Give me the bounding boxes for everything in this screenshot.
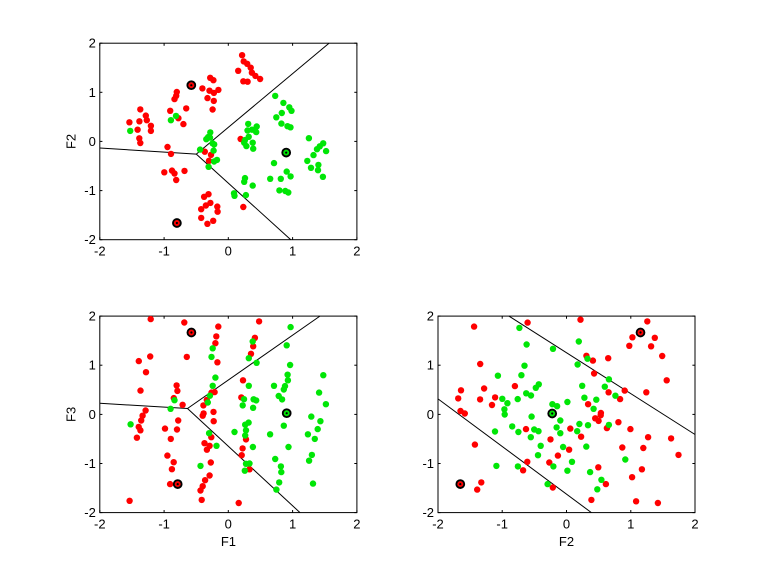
svg-text:1: 1 — [289, 243, 296, 258]
svg-text:-1: -1 — [84, 456, 96, 471]
svg-text:F2: F2 — [63, 134, 78, 149]
svg-text:-1: -1 — [158, 243, 170, 258]
svg-text:1: 1 — [89, 85, 96, 100]
svg-text:F1: F1 — [221, 534, 236, 549]
svg-text:0: 0 — [89, 134, 96, 149]
svg-text:F2: F2 — [559, 534, 574, 549]
svg-text:1: 1 — [427, 358, 434, 373]
svg-text:0: 0 — [89, 407, 96, 422]
svg-text:1: 1 — [627, 516, 634, 531]
svg-text:1: 1 — [89, 358, 96, 373]
svg-text:2: 2 — [89, 36, 96, 51]
svg-text:-2: -2 — [84, 505, 96, 520]
svg-text:-1: -1 — [158, 516, 170, 531]
svg-text:0: 0 — [563, 516, 570, 531]
svg-text:0: 0 — [225, 516, 232, 531]
svg-text:0: 0 — [225, 243, 232, 258]
svg-text:-2: -2 — [94, 516, 106, 531]
svg-text:2: 2 — [89, 309, 96, 324]
svg-text:-2: -2 — [422, 505, 434, 520]
svg-text:-2: -2 — [84, 232, 96, 247]
svg-text:-1: -1 — [84, 183, 96, 198]
svg-text:1: 1 — [289, 516, 296, 531]
svg-text:0: 0 — [427, 407, 434, 422]
svg-text:2: 2 — [427, 309, 434, 324]
svg-text:F3: F3 — [63, 407, 78, 422]
svg-text:-2: -2 — [94, 243, 106, 258]
svg-text:-1: -1 — [496, 516, 508, 531]
svg-text:-2: -2 — [432, 516, 444, 531]
svg-text:2: 2 — [353, 516, 360, 531]
svg-text:2: 2 — [353, 243, 360, 258]
svg-text:2: 2 — [691, 516, 698, 531]
svg-text:-1: -1 — [422, 456, 434, 471]
